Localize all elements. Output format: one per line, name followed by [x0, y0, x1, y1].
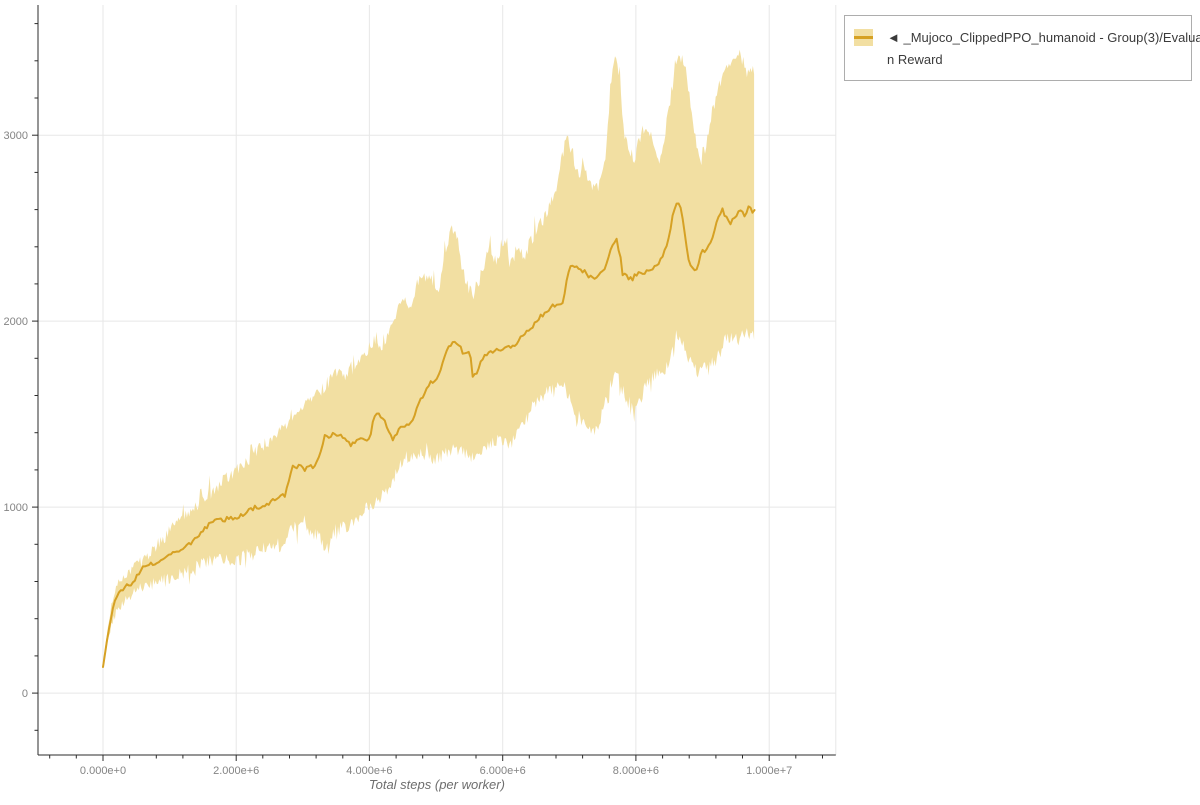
svg-text:8.000e+6: 8.000e+6 — [613, 765, 659, 777]
axes — [32, 5, 836, 761]
svg-text:1000: 1000 — [4, 502, 28, 514]
legend-label-line1: ◄ _Mujoco_ClippedPPO_humanoid - Group(3)… — [887, 30, 1200, 45]
x-axis-title: Total steps (per worker) — [369, 777, 505, 792]
mean-reward-line — [102, 202, 756, 668]
series-swatch-icon — [854, 29, 873, 46]
series-line-icon — [854, 36, 873, 39]
legend[interactable]: ◄ _Mujoco_ClippedPPO_humanoid - Group(3)… — [844, 15, 1200, 81]
svg-text:1.000e+7: 1.000e+7 — [746, 765, 792, 777]
svg-text:0: 0 — [22, 688, 28, 700]
svg-text:6.000e+6: 6.000e+6 — [480, 765, 526, 777]
legend-label-line2: n Reward — [887, 52, 943, 67]
svg-text:2.000e+6: 2.000e+6 — [213, 765, 259, 777]
svg-text:Total steps (per worker): Total steps (per worker) — [369, 777, 505, 792]
confidence-band — [103, 49, 755, 668]
svg-text:0.000e+0: 0.000e+0 — [80, 765, 126, 777]
svg-text:4.000e+6: 4.000e+6 — [346, 765, 392, 777]
svg-text:3000: 3000 — [4, 130, 28, 142]
svg-text:2000: 2000 — [4, 316, 28, 328]
tick-labels: 0.000e+0 2.000e+6 4.000e+6 6.000e+6 8.000e+6… — [4, 130, 793, 777]
legend-label: ◄ _Mujoco_ClippedPPO_humanoid - Group(3)… — [887, 27, 1200, 71]
